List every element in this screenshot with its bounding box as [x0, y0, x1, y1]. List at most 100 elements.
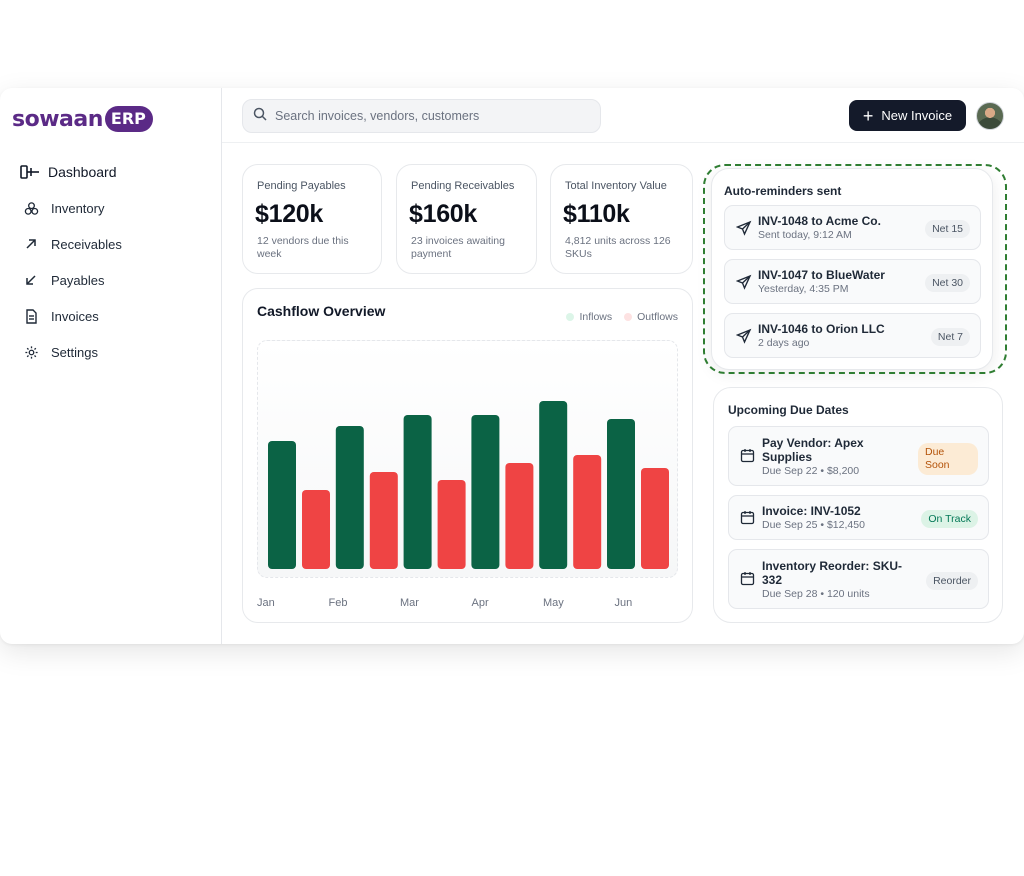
legend-label-inflows: Inflows	[579, 311, 613, 323]
new-invoice-button[interactable]: + New Invoice	[849, 100, 966, 131]
stat-label: Pending Payables	[257, 180, 346, 192]
stat-sub: 12 vendors due this week	[257, 235, 349, 260]
bar-outflows-feb[interactable]	[369, 472, 398, 569]
new-invoice-label: New Invoice	[881, 108, 953, 123]
calendar-icon	[740, 448, 756, 464]
sidebar-item-settings[interactable]: Settings	[20, 334, 210, 370]
sidebar-nav: Dashboard Inventory Receivables	[20, 154, 210, 370]
bar-inflows-may[interactable]	[539, 401, 568, 569]
reminder-row[interactable]: INV-1046 to Orion LLC 2 days ago Net 7	[724, 313, 981, 358]
bar-inflows-jun[interactable]	[607, 419, 635, 569]
legend-dot-inflows	[566, 313, 575, 321]
auto-reminders-card: Auto-reminders sent INV-1048 to Acme Co.…	[711, 168, 993, 370]
sidebar-item-label: Dashboard	[48, 164, 117, 180]
search-input[interactable]	[275, 109, 575, 123]
legend-item-outflows: Outflows	[624, 311, 678, 323]
stat-label: Total Inventory Value	[565, 180, 667, 192]
legend-item-inflows: Inflows	[566, 311, 612, 323]
stat-card-receivables: Pending Receivables $160k 23 invoices aw…	[396, 164, 537, 274]
chart-title: Cashflow Overview	[257, 303, 386, 319]
stat-value: $120k	[255, 200, 324, 228]
reminder-sub: 2 days ago	[758, 337, 810, 349]
stat-label: Pending Receivables	[411, 180, 515, 192]
plus-icon: +	[862, 105, 874, 126]
stat-sub: 4,812 units across 126 SKUs	[565, 235, 671, 260]
reminder-title: INV-1046 to Orion LLC	[758, 322, 885, 336]
due-title: Pay Vendor: Apex Supplies	[762, 436, 864, 464]
cashflow-card: Cashflow Overview Inflows Outflows Jan Fe…	[242, 288, 693, 623]
reminder-row[interactable]: INV-1048 to Acme Co. Sent today, 9:12 AM…	[724, 205, 981, 250]
x-tick-label: Jan	[257, 597, 275, 609]
brand-logo[interactable]: sowaan ERP	[12, 102, 153, 136]
boxes-icon	[23, 200, 39, 216]
sidebar-item-inventory[interactable]: Inventory	[20, 190, 210, 226]
x-tick-label: Apr	[472, 597, 489, 609]
due-title: Invoice: INV-1052	[762, 504, 861, 518]
search-icon	[253, 107, 267, 126]
gear-icon	[23, 344, 39, 360]
search-box[interactable]	[242, 99, 601, 133]
terms-badge: Net 7	[930, 328, 970, 346]
status-badge: Reorder	[926, 572, 978, 590]
sidebar-item-receivables[interactable]: Receivables	[20, 226, 210, 262]
send-icon	[735, 328, 752, 344]
due-sub: Due Sep 28 • 120 units	[762, 588, 870, 600]
brand-word: sowaan	[12, 106, 103, 132]
stat-value: $110k	[563, 200, 630, 228]
due-dates-title: Upcoming Due Dates	[728, 403, 849, 417]
due-row[interactable]: Inventory Reorder: SKU-332 Due Sep 28 • …	[728, 549, 989, 609]
x-tick-label: Jun	[615, 597, 633, 609]
status-badge: On Track	[921, 510, 978, 528]
brand-badge: ERP	[104, 106, 153, 132]
bar-inflows-feb[interactable]	[335, 426, 364, 569]
reminder-sub: Sent today, 9:12 AM	[758, 229, 852, 241]
calendar-icon	[740, 510, 756, 526]
stat-card-inventory-value: Total Inventory Value $110k 4,812 units …	[550, 164, 693, 274]
stat-sub: 23 invoices awaiting payment	[411, 235, 505, 260]
x-tick-label: May	[543, 597, 564, 609]
calendar-icon	[740, 571, 756, 587]
bar-outflows-may[interactable]	[573, 455, 602, 569]
due-sub: Due Sep 25 • $12,450	[762, 519, 865, 531]
reminder-sub: Yesterday, 4:35 PM	[758, 283, 849, 295]
bar-outflows-mar[interactable]	[437, 480, 466, 569]
x-tick-label: Feb	[329, 597, 348, 609]
sidebar-item-invoices[interactable]: Invoices	[20, 298, 210, 334]
sidebar-item-dashboard[interactable]: Dashboard	[20, 154, 210, 190]
topbar: + New Invoice	[222, 88, 1024, 143]
bar-outflows-apr[interactable]	[505, 463, 534, 569]
sidebar-item-label: Inventory	[51, 200, 105, 216]
upcoming-due-dates-card: Upcoming Due Dates Pay Vendor: Apex Supp…	[713, 387, 1003, 623]
stat-card-payables: Pending Payables $120k 12 vendors due th…	[242, 164, 382, 274]
avatar[interactable]	[976, 102, 1004, 130]
chart-legend: Inflows Outflows	[554, 311, 678, 323]
legend-label-outflows: Outflows	[637, 311, 678, 323]
send-icon	[735, 220, 752, 236]
bar-outflows-jun[interactable]	[641, 468, 669, 569]
due-title: Inventory Reorder: SKU-332	[762, 559, 903, 587]
sidebar: sowaan ERP Dashboard	[0, 88, 222, 644]
due-row[interactable]: Invoice: INV-1052 Due Sep 25 • $12,450 O…	[728, 495, 989, 540]
reminder-row[interactable]: INV-1047 to BlueWater Yesterday, 4:35 PM…	[724, 259, 981, 304]
bar-inflows-jan[interactable]	[268, 441, 296, 569]
due-row[interactable]: Pay Vendor: Apex Supplies Due Sep 22 • $…	[728, 426, 989, 486]
cashflow-chart: Jan Feb Mar Apr May Jun	[257, 401, 669, 609]
terms-badge: Net 30	[925, 274, 970, 292]
bar-inflows-mar[interactable]	[403, 415, 432, 569]
stat-value: $160k	[409, 200, 478, 228]
reminder-title: INV-1048 to Acme Co.	[758, 214, 881, 228]
terms-badge: Net 15	[925, 220, 970, 238]
due-sub: Due Sep 22 • $8,200	[762, 465, 860, 477]
bar-inflows-apr[interactable]	[471, 415, 500, 569]
sidebar-item-label: Receivables	[51, 236, 122, 252]
app-window: sowaan ERP Dashboard	[0, 88, 1024, 644]
send-icon	[735, 274, 752, 290]
panel-toggle-icon	[20, 164, 40, 180]
status-badge: Due Soon	[918, 443, 978, 475]
reminder-title: INV-1047 to BlueWater	[758, 268, 885, 282]
sidebar-item-payables[interactable]: Payables	[20, 262, 210, 298]
arrow-down-left-icon	[23, 272, 39, 288]
bar-outflows-jan[interactable]	[302, 490, 330, 569]
legend-dot-outflows	[624, 313, 633, 321]
x-tick-label: Mar	[400, 597, 419, 609]
